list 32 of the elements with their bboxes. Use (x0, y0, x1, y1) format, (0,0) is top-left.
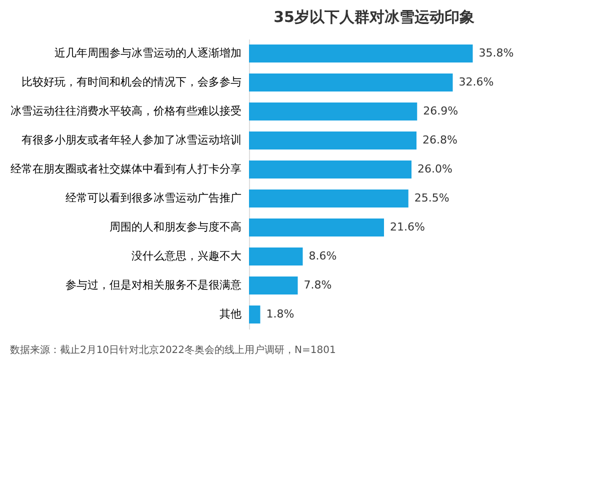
data-label: 26.0% (418, 162, 452, 176)
data-label: 1.8% (266, 308, 294, 320)
data-label: 35.8% (478, 46, 514, 60)
bar (249, 102, 418, 120)
bar (249, 306, 260, 324)
bar (249, 44, 473, 62)
y-tick-label: 没什么意思，兴趣不大 (132, 250, 242, 262)
bar (249, 248, 303, 266)
data-label: 21.6% (390, 220, 425, 234)
data-label: 25.5% (414, 192, 450, 204)
data-label: 7.8% (304, 278, 332, 292)
y-tick-label: 周围的人和朋友参与度不高 (110, 220, 242, 234)
y-tick-label: 有很多小朋友或者年轻人参加了冰雪运动培训 (22, 134, 242, 146)
bar (249, 218, 384, 236)
data-label: 8.6% (308, 250, 337, 262)
source-note: 数据来源：截止2月10日针对北京2022冬奥会的线上用户调研，N=1801 (10, 344, 336, 356)
bar (249, 74, 453, 92)
bar (249, 276, 298, 294)
bar (249, 132, 416, 150)
bar (249, 190, 408, 208)
data-label: 26.9% (423, 104, 458, 118)
data-label: 32.6% (458, 76, 494, 88)
y-tick-label: 参与过，但是对相关服务不是很满意 (66, 278, 242, 292)
y-tick-label: 经常可以看到很多冰雪运动广告推广 (66, 192, 242, 204)
y-tick-label: 比较好玩，有时间和机会的情况下，会多参与 (22, 76, 242, 88)
data-label: 26.8% (422, 134, 458, 146)
chart-title: 35岁以下人群对冰雪运动印象 (274, 8, 474, 26)
y-tick-label: 经常在朋友圈或者社交媒体中看到有人打卡分享 (10, 162, 242, 176)
y-tick-label: 冰雪运动往往消费水平较高，价格有些难以接受 (10, 104, 242, 118)
y-tick-label: 近几年周围参与冰雪运动的人逐渐增加 (54, 46, 242, 60)
bar (249, 160, 412, 178)
y-tick-label: 其他 (220, 308, 242, 320)
